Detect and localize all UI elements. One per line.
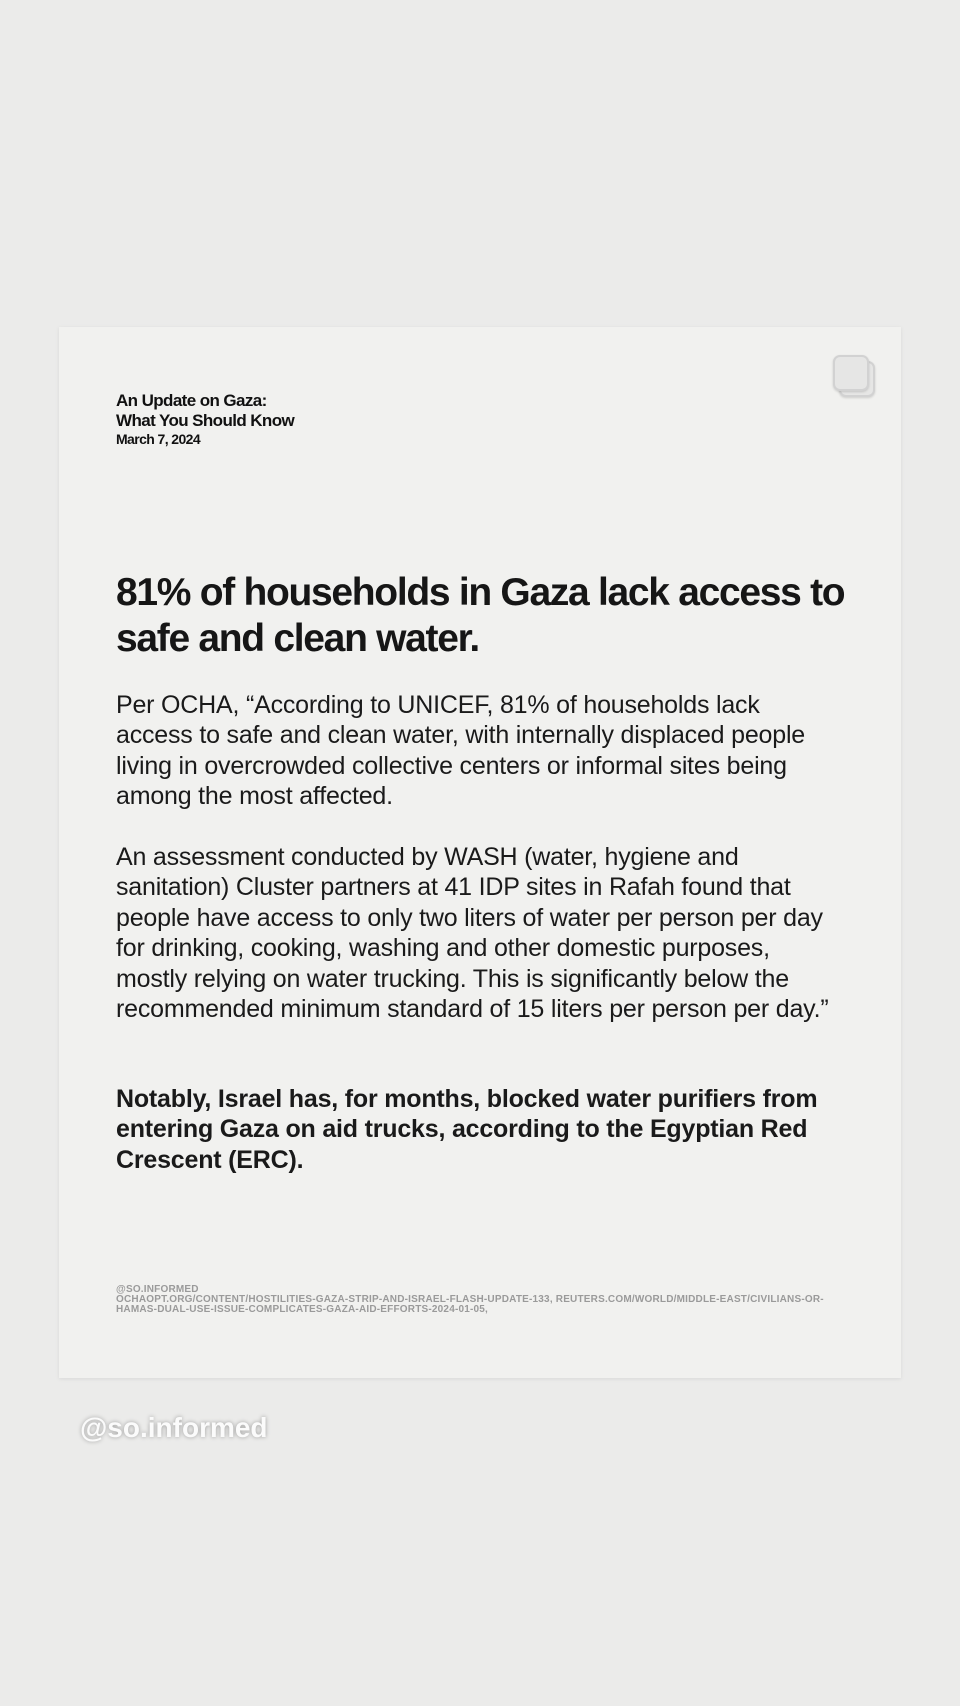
watermark-handle: @so.informed xyxy=(80,1412,268,1443)
paragraph-quote-2: An assessment conducted by WASH (water, … xyxy=(116,843,829,1024)
sources-footer: @SO.INFORMED OCHAOPT.ORG/CONTENT/HOSTILI… xyxy=(116,1285,836,1315)
headline: 81% of households in Gaza lack access to… xyxy=(116,571,846,660)
footer-sources: OCHAOPT.ORG/CONTENT/HOSTILITIES-GAZA-STR… xyxy=(116,1294,824,1315)
footer-handle: @SO.INFORMED xyxy=(116,1284,199,1295)
header-title-line2: What You Should Know xyxy=(116,411,295,430)
paragraph-note: Notably, Israel has, for months, blocked… xyxy=(116,1085,818,1174)
multiple-images-icon xyxy=(833,355,875,397)
header-date: March 7, 2024 xyxy=(116,431,201,447)
paragraph-quote-1: Per OCHA, “According to UNICEF, 81% of h… xyxy=(116,691,806,811)
header-title-line1: An Update on Gaza: xyxy=(116,391,267,410)
post-card: An Update on Gaza: What You Should Know … xyxy=(59,327,901,1378)
post-header: An Update on Gaza: What You Should Know … xyxy=(116,391,295,448)
